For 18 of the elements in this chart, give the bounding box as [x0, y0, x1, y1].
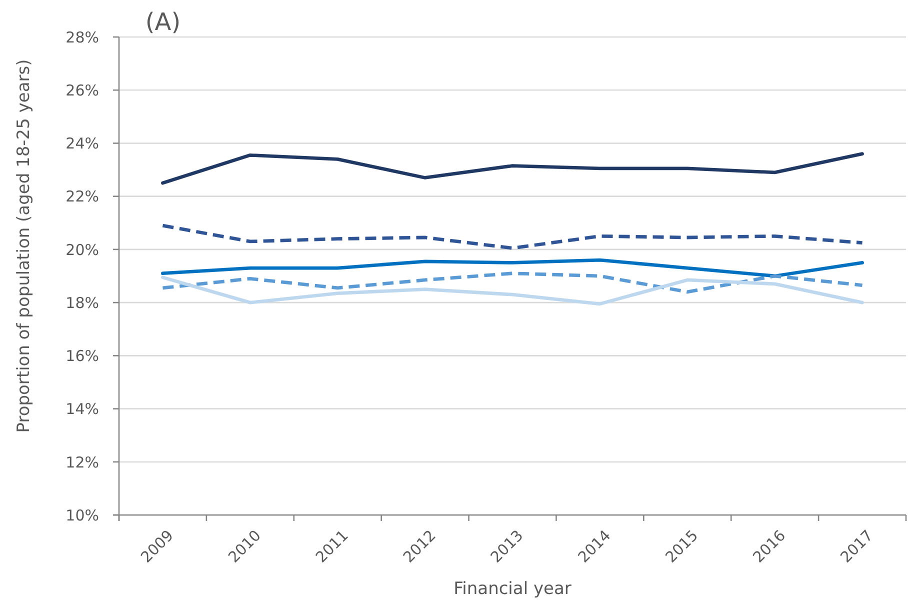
y-tick-label: 18% — [66, 294, 99, 312]
y-axis-title: Proportion of population (aged 18-25 years) — [14, 59, 34, 433]
y-tick-label: 20% — [66, 240, 99, 259]
y-tick-label: 24% — [66, 134, 99, 153]
x-axis-title: Financial year — [454, 579, 572, 599]
chart-title: (A) — [145, 8, 181, 36]
y-tick-label: 12% — [66, 453, 99, 472]
y-tick-label: 26% — [66, 82, 99, 100]
y-tick-label: 22% — [66, 188, 99, 206]
y-tick-label: 10% — [66, 506, 99, 524]
line-series — [161, 224, 864, 250]
y-tick-label: 16% — [66, 347, 99, 366]
line-series — [161, 272, 864, 294]
line-series — [161, 152, 864, 185]
line-series — [161, 276, 864, 306]
y-tick-label: 28% — [66, 28, 99, 46]
line-series — [161, 258, 864, 278]
y-tick-label: 14% — [66, 400, 99, 418]
